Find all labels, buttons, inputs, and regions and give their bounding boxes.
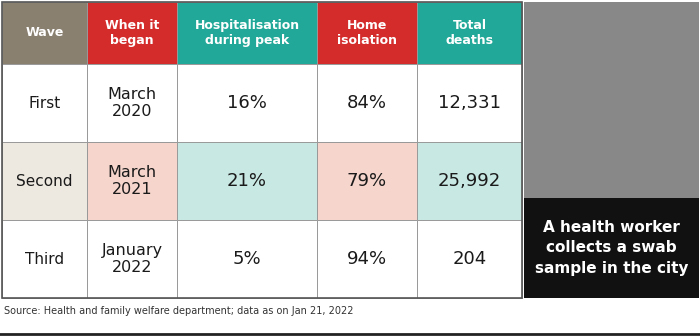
Bar xyxy=(524,198,699,298)
Text: March
2021: March 2021 xyxy=(107,165,157,197)
Bar xyxy=(177,64,317,142)
Bar xyxy=(317,220,417,298)
Bar xyxy=(417,64,522,142)
Bar xyxy=(177,2,317,64)
Text: 25,992: 25,992 xyxy=(438,172,501,190)
Bar xyxy=(177,220,317,298)
Text: January
2022: January 2022 xyxy=(102,243,162,275)
Text: 84%: 84% xyxy=(347,94,387,112)
Bar xyxy=(2,220,87,298)
Bar xyxy=(2,2,522,298)
Text: 204: 204 xyxy=(452,250,486,268)
Bar xyxy=(317,2,417,64)
Text: Hospitalisation
during peak: Hospitalisation during peak xyxy=(195,19,300,47)
Text: A health worker
collects a swab
sample in the city: A health worker collects a swab sample i… xyxy=(535,219,688,277)
Bar xyxy=(2,64,87,142)
Bar xyxy=(417,142,522,220)
Text: When it
began: When it began xyxy=(105,19,159,47)
Text: Wave: Wave xyxy=(25,27,64,40)
Text: 16%: 16% xyxy=(227,94,267,112)
Bar xyxy=(417,220,522,298)
Text: 79%: 79% xyxy=(347,172,387,190)
Text: 94%: 94% xyxy=(347,250,387,268)
Bar xyxy=(87,220,177,298)
Bar xyxy=(2,142,87,220)
Bar xyxy=(87,64,177,142)
Text: Second: Second xyxy=(16,173,73,188)
Bar xyxy=(2,2,87,64)
Bar xyxy=(317,142,417,220)
Text: 5%: 5% xyxy=(232,250,261,268)
Text: 21%: 21% xyxy=(227,172,267,190)
Bar xyxy=(177,142,317,220)
Text: Third: Third xyxy=(25,252,64,266)
Text: March
2020: March 2020 xyxy=(107,87,157,119)
Text: First: First xyxy=(29,95,61,111)
Bar xyxy=(524,2,699,198)
Text: Home
isolation: Home isolation xyxy=(337,19,397,47)
Text: 12,331: 12,331 xyxy=(438,94,501,112)
Bar xyxy=(87,2,177,64)
Bar xyxy=(417,2,522,64)
Bar xyxy=(317,64,417,142)
Text: Total
deaths: Total deaths xyxy=(445,19,493,47)
Text: Source: Health and family welfare department; data as on Jan 21, 2022: Source: Health and family welfare depart… xyxy=(4,306,354,316)
Bar xyxy=(87,142,177,220)
